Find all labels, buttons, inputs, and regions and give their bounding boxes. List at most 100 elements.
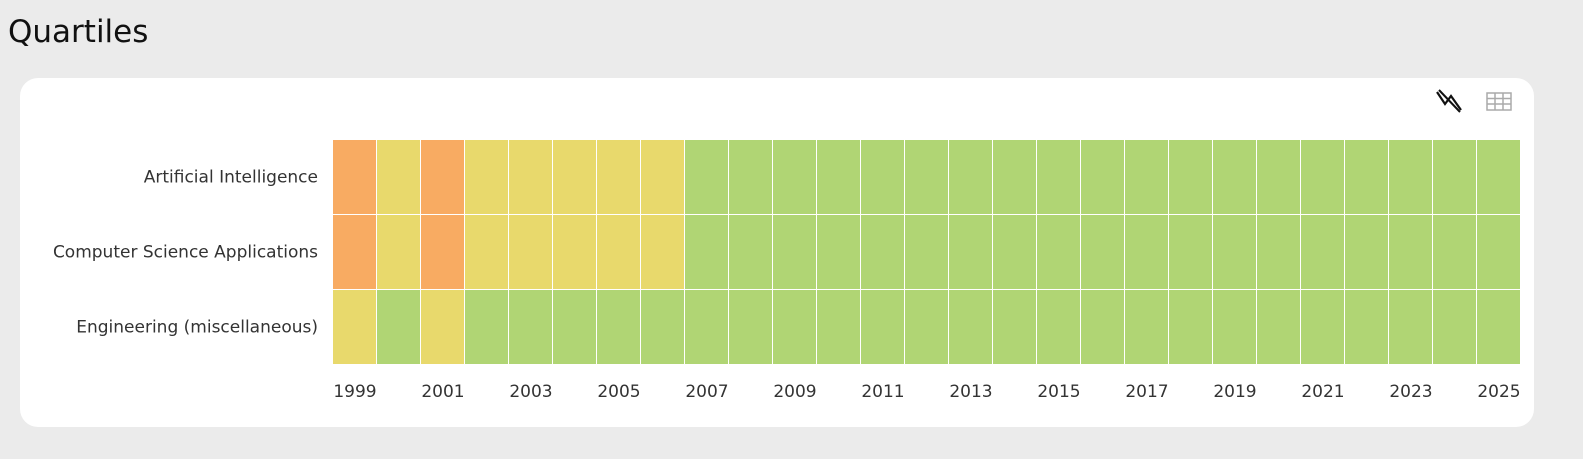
heatmap-cell (905, 215, 948, 289)
heatmap-cell (1169, 290, 1212, 364)
heatmap-cell (1433, 290, 1476, 364)
x-tick-label: 2001 (421, 382, 464, 402)
heatmap-cell (861, 290, 904, 364)
heatmap-cell (553, 290, 596, 364)
heatmap-cell (333, 140, 376, 214)
x-tick-label: 2021 (1301, 382, 1344, 402)
section-title: Quartiles (8, 14, 149, 50)
heatmap-cell (421, 140, 464, 214)
heatmap-cell (1389, 140, 1432, 214)
x-tick-label: 2025 (1477, 382, 1520, 402)
heatmap-cell (1037, 140, 1080, 214)
heatmap-cell (1345, 290, 1388, 364)
heatmap-cell (465, 215, 508, 289)
heatmap-cell (597, 215, 640, 289)
heatmap-cell (1433, 215, 1476, 289)
x-tick-label: 2009 (773, 382, 816, 402)
x-tick-label: 2005 (597, 382, 640, 402)
heatmap-cell (509, 290, 552, 364)
heatmap-cell (685, 215, 728, 289)
heatmap-cell (685, 290, 728, 364)
x-tick-label: 2023 (1389, 382, 1432, 402)
x-tick-label: 2019 (1213, 382, 1256, 402)
heatmap-cell (1213, 290, 1256, 364)
heatmap-cell (1081, 290, 1124, 364)
x-tick-label: 2007 (685, 382, 728, 402)
row-label: Artificial Intelligence (144, 168, 318, 188)
heatmap-cell (1081, 140, 1124, 214)
heatmap-cell (817, 215, 860, 289)
heatmap-cell (377, 290, 420, 364)
heatmap-cell (1125, 140, 1168, 214)
heatmap-cell (993, 215, 1036, 289)
heatmap-cell (1345, 215, 1388, 289)
heatmap-cell (1037, 290, 1080, 364)
x-tick-label: 2017 (1125, 382, 1168, 402)
heatmap-cell (597, 140, 640, 214)
heatmap-cell (1125, 215, 1168, 289)
heatmap-cell (773, 290, 816, 364)
heatmap-cell (465, 140, 508, 214)
heatmap-cell (509, 215, 552, 289)
heatmap-cell (333, 290, 376, 364)
heatmap-cell (861, 215, 904, 289)
heatmap-cell (993, 140, 1036, 214)
row-label: Engineering (miscellaneous) (76, 318, 318, 338)
heatmap-cell (1213, 215, 1256, 289)
heatmap-cell (1169, 215, 1212, 289)
heatmap-cell (641, 215, 684, 289)
x-tick-label: 2011 (861, 382, 904, 402)
chart-view-button[interactable] (1433, 86, 1465, 116)
heatmap-cell (773, 215, 816, 289)
heatmap-cell (817, 140, 860, 214)
heatmap-cell (1301, 290, 1344, 364)
heatmap-cell (1081, 215, 1124, 289)
heatmap-cell (729, 215, 772, 289)
heatmap-cell (993, 290, 1036, 364)
heatmap-cell (817, 290, 860, 364)
heatmap-cell (509, 140, 552, 214)
heatmap-cell (1477, 290, 1520, 364)
heatmap-cell (1257, 215, 1300, 289)
heatmap-cell (1433, 140, 1476, 214)
heatmap-cell (1169, 140, 1212, 214)
heatmap-cell (905, 290, 948, 364)
heatmap-cell (1213, 140, 1256, 214)
heatmap-cell (597, 290, 640, 364)
heatmap-cell (773, 140, 816, 214)
heatmap-cell (377, 215, 420, 289)
x-tick-label: 2015 (1037, 382, 1080, 402)
heatmap-cell (553, 215, 596, 289)
heatmap-cell (1125, 290, 1168, 364)
heatmap-cell (1257, 290, 1300, 364)
heatmap-cell (949, 215, 992, 289)
heatmap-cell (377, 140, 420, 214)
heatmap-cell (949, 140, 992, 214)
heatmap-cell (729, 140, 772, 214)
x-tick-label: 2013 (949, 382, 992, 402)
heatmap-cell (1301, 215, 1344, 289)
heatmap-cell (421, 290, 464, 364)
heatmap-cell (685, 140, 728, 214)
x-tick-label: 2003 (509, 382, 552, 402)
heatmap-cell (1477, 140, 1520, 214)
table-view-button[interactable] (1484, 86, 1514, 116)
heatmap-cell (1477, 215, 1520, 289)
heatmap-cell (465, 290, 508, 364)
icon-grid (1487, 93, 1511, 110)
row-label: Computer Science Applications (53, 243, 318, 263)
icon-slash (1438, 89, 1461, 113)
heatmap-cell (553, 140, 596, 214)
heatmap-cell (1037, 215, 1080, 289)
heatmap-cell (905, 140, 948, 214)
heatmap-cell (729, 290, 772, 364)
heatmap-cell (641, 140, 684, 214)
heatmap-cell (333, 215, 376, 289)
x-tick-label: 1999 (333, 382, 376, 402)
heatmap-cell (1389, 290, 1432, 364)
heatmap-cell (861, 140, 904, 214)
icon-frame (1486, 92, 1512, 111)
heatmap-cell (1301, 140, 1344, 214)
